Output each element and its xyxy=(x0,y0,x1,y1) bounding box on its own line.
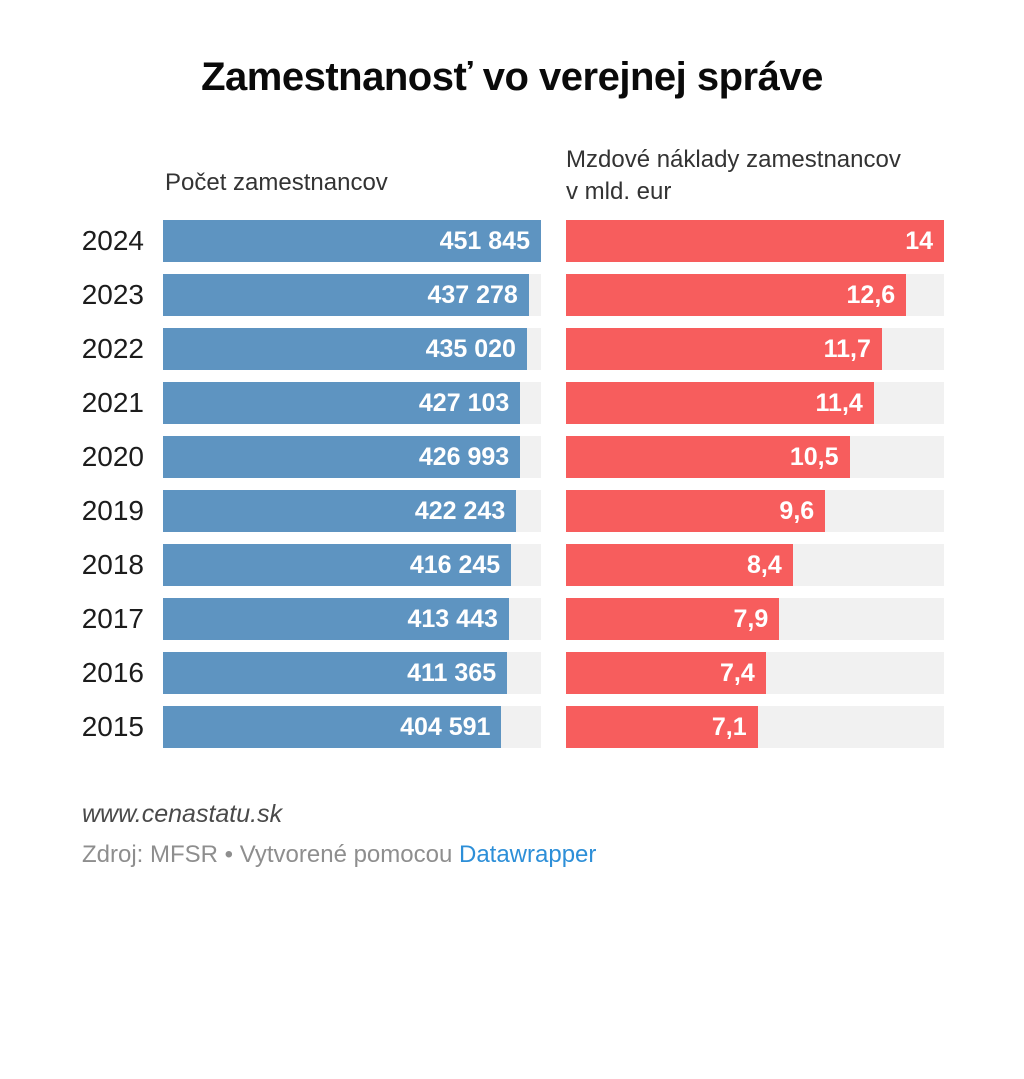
employees-bar: 404 591 xyxy=(163,706,502,749)
wage-costs-bar-track: 10,5 xyxy=(566,436,944,479)
year-label: 2017 xyxy=(81,603,144,635)
wage-costs-bar-track: 7,1 xyxy=(566,706,944,749)
wage-costs-bar: 9,6 xyxy=(566,490,826,533)
employees-bar-track: 435 020 xyxy=(163,328,541,371)
bar-value-label: 11,7 xyxy=(823,334,871,363)
employees-bar: 451 845 xyxy=(163,220,541,263)
wage-costs-bar: 12,6 xyxy=(566,274,907,317)
bar-value-label: 422 243 xyxy=(414,496,506,525)
employees-bar: 411 365 xyxy=(163,652,508,695)
year-label: 2021 xyxy=(81,387,144,419)
chart-row-2019: 2019 422 243 9,6 xyxy=(80,490,944,533)
employees-bar-track: 437 278 xyxy=(163,274,541,317)
wage-costs-bar: 8,4 xyxy=(566,544,793,587)
chart-row-2018: 2018 416 245 8,4 xyxy=(80,544,944,587)
wage-costs-bar-track: 11,7 xyxy=(566,328,944,371)
bar-value-label: 7,4 xyxy=(720,658,755,687)
employees-bar: 416 245 xyxy=(163,544,512,587)
bar-value-label: 14 xyxy=(905,226,933,255)
chart-title: Zamestnanosť vo verejnej správe xyxy=(201,55,823,99)
chart-row-2015: 2015 404 591 7,1 xyxy=(80,706,944,749)
column-header-wage-costs-line2: v mld. eur xyxy=(566,177,672,205)
year-label: 2018 xyxy=(81,549,144,581)
column-header-employees: Počet zamestnancov xyxy=(165,168,388,196)
bar-value-label: 416 245 xyxy=(409,550,501,579)
wage-costs-bar-track: 14 xyxy=(566,220,944,263)
wage-costs-bar: 7,9 xyxy=(566,598,780,641)
employees-bar-track: 404 591 xyxy=(163,706,541,749)
website-byline: www.cenastatu.sk xyxy=(82,800,283,829)
employees-bar: 427 103 xyxy=(163,382,521,425)
bar-value-label: 9,6 xyxy=(779,496,815,525)
wage-costs-bar-track: 9,6 xyxy=(566,490,944,533)
chart-row-2024: 2024 451 845 14 xyxy=(80,220,944,263)
source-line: Zdroj: MFSR • Vytvorené pomocou Datawrap… xyxy=(82,841,1024,869)
year-label: 2015 xyxy=(81,711,144,743)
bar-value-label: 435 020 xyxy=(425,334,516,363)
page: Zamestnanosť vo verejnej správe Počet za… xyxy=(0,55,1024,1079)
wage-costs-bar: 7,4 xyxy=(566,652,766,695)
employees-bar: 413 443 xyxy=(163,598,509,641)
employees-bar: 437 278 xyxy=(163,274,529,317)
bar-value-label: 426 993 xyxy=(418,442,510,471)
employees-bar-track: 411 365 xyxy=(163,652,541,695)
wage-costs-bar-track: 8,4 xyxy=(566,544,944,587)
wage-costs-bar: 11,4 xyxy=(566,382,874,425)
bar-value-label: 404 591 xyxy=(400,712,491,741)
dual-bar-chart: Počet zamestnancov Mzdové náklady zamest… xyxy=(80,144,944,749)
bar-value-label: 11,4 xyxy=(815,388,863,417)
bar-value-label: 10,5 xyxy=(789,442,839,471)
employees-bar-track: 416 245 xyxy=(163,544,541,587)
column-header-wage-costs: Mzdové náklady zamestnancov v mld. eur xyxy=(566,144,944,207)
bar-value-label: 427 103 xyxy=(418,388,510,417)
employees-bar: 435 020 xyxy=(163,328,527,371)
employees-bar-track: 413 443 xyxy=(163,598,541,641)
wage-costs-bar-track: 11,4 xyxy=(566,382,944,425)
chart-rows: 2024 451 845 14 2023 437 278 12,6 2022 435 020 1… xyxy=(80,220,944,749)
wage-costs-bar: 7,1 xyxy=(566,706,758,749)
bar-value-label: 451 845 xyxy=(439,226,530,255)
employees-bar: 422 243 xyxy=(163,490,517,533)
wage-costs-bar-track: 12,6 xyxy=(566,274,944,317)
employees-bar-track: 422 243 xyxy=(163,490,541,533)
wage-costs-bar-track: 7,9 xyxy=(566,598,944,641)
employees-bar-track: 426 993 xyxy=(163,436,541,479)
column-headers: Počet zamestnancov Mzdové náklady zamest… xyxy=(80,144,944,207)
bar-value-label: 7,9 xyxy=(733,604,769,633)
chart-row-2023: 2023 437 278 12,6 xyxy=(80,274,944,317)
chart-row-2022: 2022 435 020 11,7 xyxy=(80,328,944,371)
bar-value-label: 8,4 xyxy=(747,550,782,579)
employees-bar-track: 451 845 xyxy=(163,220,541,263)
chart-row-2021: 2021 427 103 11,4 xyxy=(80,382,944,425)
wage-costs-bar-track: 7,4 xyxy=(566,652,944,695)
year-label: 2023 xyxy=(81,279,144,311)
bar-value-label: 437 278 xyxy=(427,280,518,309)
chart-row-2017: 2017 413 443 7,9 xyxy=(80,598,944,641)
chart-row-2020: 2020 426 993 10,5 xyxy=(80,436,944,479)
wage-costs-bar: 14 xyxy=(566,220,944,263)
bar-value-label: 411 365 xyxy=(407,658,497,687)
year-label: 2016 xyxy=(81,657,144,689)
wage-costs-bar: 11,7 xyxy=(566,328,882,371)
source-text: Zdroj: MFSR • Vytvorené pomocou xyxy=(82,841,453,869)
year-label: 2020 xyxy=(81,441,144,473)
year-label: 2024 xyxy=(81,225,144,257)
wage-costs-bar: 10,5 xyxy=(566,436,850,479)
bar-value-label: 7,1 xyxy=(711,712,747,741)
chart-row-2016: 2016 411 365 7,4 xyxy=(80,652,944,695)
column-header-wage-costs-line1: Mzdové náklady zamestnancov xyxy=(566,146,901,173)
year-label: 2022 xyxy=(81,333,144,365)
bar-value-label: 413 443 xyxy=(407,604,498,633)
year-label: 2019 xyxy=(81,495,144,527)
chart-footer: www.cenastatu.sk Zdroj: MFSR • Vytvorené… xyxy=(82,800,1024,869)
employees-bar: 426 993 xyxy=(163,436,521,479)
bar-value-label: 12,6 xyxy=(846,280,896,309)
datawrapper-link[interactable]: Datawrapper xyxy=(458,841,597,869)
employees-bar-track: 427 103 xyxy=(163,382,541,425)
